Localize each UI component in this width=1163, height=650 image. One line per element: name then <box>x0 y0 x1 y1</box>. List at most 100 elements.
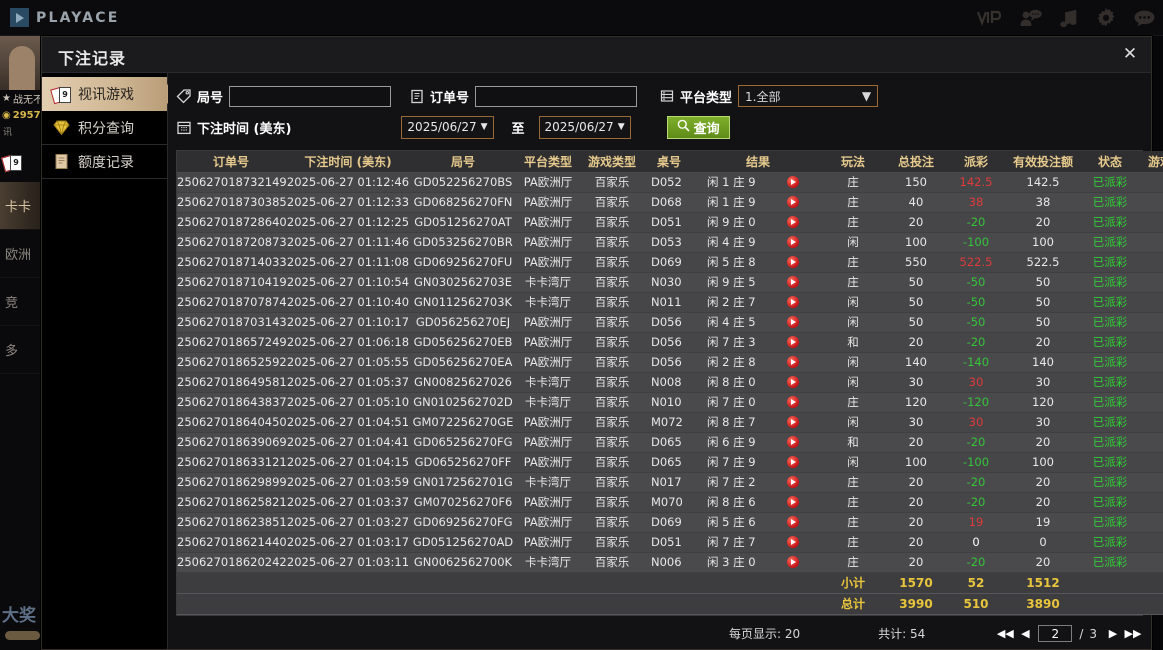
play-video-icon[interactable] <box>787 296 799 308</box>
play-video-icon[interactable] <box>787 516 799 528</box>
next-page-button[interactable]: ▶ <box>1108 627 1118 640</box>
col-time[interactable]: 下注时间 (美东) <box>285 151 411 173</box>
cell-payout: -20 <box>947 432 1005 453</box>
first-page-button[interactable]: ◀◀ <box>996 627 1014 640</box>
chat-bubble-icon[interactable] <box>1134 10 1155 27</box>
rail-promo[interactable]: 大奖 <box>0 606 44 640</box>
page-separator: / <box>1079 626 1084 641</box>
cell-round: GD065256270FG <box>411 432 515 453</box>
table-row[interactable]: 250627018649581 2025-06-27 01:05:37 GN0082… <box>177 372 1163 393</box>
round-input[interactable] <box>229 85 392 107</box>
order-input[interactable] <box>475 85 638 107</box>
col-mode[interactable]: 游戏模式 <box>1139 151 1163 173</box>
table-row[interactable]: 250627018657249 2025-06-27 01:06:18 GD0562… <box>177 332 1163 353</box>
cell-mode: - <box>1139 252 1163 273</box>
cell-state: 已派彩 <box>1081 512 1139 533</box>
play-video-icon[interactable] <box>787 556 799 568</box>
col-valid[interactable]: 有效投注额 <box>1005 151 1081 173</box>
col-payout[interactable]: 派彩 <box>947 151 1005 173</box>
cell-platform: PA欧洲厅 <box>515 412 581 433</box>
play-video-icon[interactable] <box>787 256 799 268</box>
table-row[interactable]: 250627018652592 2025-06-27 01:05:55 GD0562… <box>177 352 1163 373</box>
rail-cards-icon[interactable] <box>0 142 44 182</box>
cell-order: 250627018623851 <box>177 512 287 533</box>
cell-bet: 20 <box>885 332 947 353</box>
cell-game: 百家乐 <box>581 472 643 493</box>
cell-table: D052 <box>643 172 695 193</box>
play-video-icon[interactable] <box>787 436 799 448</box>
cell-payout: -20 <box>947 472 1005 493</box>
cell-result: 闲 7 庄 7 <box>695 532 821 553</box>
table-row[interactable]: 250627018732149 2025-06-27 01:12:46 GD0522… <box>177 172 1163 193</box>
page-number-input[interactable] <box>1038 625 1073 642</box>
table-row[interactable]: 250627018714033 2025-06-27 01:11:08 GD0692… <box>177 252 1163 273</box>
play-video-icon[interactable] <box>787 476 799 488</box>
play-video-icon[interactable] <box>787 276 799 288</box>
date-from-picker[interactable]: 2025/06/27 ▼ <box>401 115 494 139</box>
play-video-icon[interactable] <box>787 376 799 388</box>
rail-note[interactable]: 讯 <box>0 124 44 142</box>
play-video-icon[interactable] <box>787 316 799 328</box>
rail-item-0[interactable]: 卡卡 <box>0 182 44 230</box>
col-bet[interactable]: 总投注 <box>885 151 947 173</box>
table-row[interactable]: 250627018643837 2025-06-27 01:05:10 GN0102… <box>177 392 1163 413</box>
table-row[interactable]: 250627018728640 2025-06-27 01:12:25 GD0512… <box>177 212 1163 233</box>
cell-table: D069 <box>643 512 695 533</box>
col-game[interactable]: 游戏类型 <box>581 151 643 173</box>
sidebar-item-points-query[interactable]: 积分查询 <box>42 111 167 145</box>
gear-icon[interactable] <box>1096 8 1116 28</box>
table-row[interactable]: 250627018629899 2025-06-27 01:03:59 GN0172… <box>177 472 1163 493</box>
last-page-button[interactable]: ▶▶ <box>1124 627 1142 640</box>
table-row[interactable]: 250627018640450 2025-06-27 01:04:51 GM0722… <box>177 412 1163 433</box>
col-order[interactable]: 订单号 <box>177 151 285 173</box>
table-row[interactable]: 250627018621440 2025-06-27 01:03:17 GD0512… <box>177 532 1163 553</box>
table-row[interactable]: 250627018625821 2025-06-27 01:03:37 GM0702… <box>177 492 1163 513</box>
col-table[interactable]: 桌号 <box>643 151 695 173</box>
play-video-icon[interactable] <box>787 536 799 548</box>
play-video-icon[interactable] <box>787 176 799 188</box>
rail-item-2[interactable]: 竞 <box>0 278 44 326</box>
close-icon[interactable]: ✕ <box>1122 44 1138 64</box>
play-video-icon[interactable] <box>787 356 799 368</box>
play-video-icon[interactable] <box>787 216 799 228</box>
rail-item-3[interactable]: 多 <box>0 326 44 374</box>
table-row[interactable]: 250627018633121 2025-06-27 01:04:15 GD0652… <box>177 452 1163 473</box>
col-round[interactable]: 局号 <box>411 151 515 173</box>
table-row[interactable]: 250627018720873 2025-06-27 01:11:46 GD0532… <box>177 232 1163 253</box>
person-chat-icon[interactable] <box>1020 9 1042 27</box>
table-row[interactable]: 250627018707874 2025-06-27 01:10:40 GN0112… <box>177 292 1163 313</box>
chevron-down-icon: ▼ <box>480 122 488 132</box>
col-result[interactable]: 结果 <box>695 151 821 173</box>
vip-icon[interactable] <box>976 8 1002 28</box>
table-row[interactable]: 250627018623851 2025-06-27 01:03:27 GD0692… <box>177 512 1163 533</box>
rail-item-1[interactable]: 欧洲 <box>0 230 44 278</box>
cell-order: 250627018714033 <box>177 252 287 273</box>
rail-item-label: 卡卡 <box>5 200 32 215</box>
table-row[interactable]: 250627018730385 2025-06-27 01:12:33 GD0682… <box>177 192 1163 213</box>
play-video-icon[interactable] <box>787 236 799 248</box>
table-row[interactable]: 250627018639069 2025-06-27 01:04:41 GD0652… <box>177 432 1163 453</box>
col-state[interactable]: 状态 <box>1081 151 1139 173</box>
sidebar-item-video-games[interactable]: 视讯游戏 <box>42 77 176 111</box>
play-video-icon[interactable] <box>787 396 799 408</box>
table-row[interactable]: 250627018710419 2025-06-27 01:10:54 GN0302… <box>177 272 1163 293</box>
col-play[interactable]: 玩法 <box>821 151 885 173</box>
table-row[interactable]: 250627018620242 2025-06-27 01:03:11 GN0062… <box>177 552 1163 573</box>
brand-logo[interactable]: PLAYACE <box>0 8 120 27</box>
cell-time: 2025-06-27 01:05:55 <box>285 352 411 373</box>
date-to-picker[interactable]: 2025/06/27 ▼ <box>538 115 631 139</box>
play-video-icon[interactable] <box>787 456 799 468</box>
music-note-icon[interactable] <box>1060 9 1078 28</box>
cell-payout: -50 <box>947 312 1005 333</box>
play-video-icon[interactable] <box>787 496 799 508</box>
sidebar-item-credit-records[interactable]: 额度记录 <box>42 145 167 179</box>
play-video-icon[interactable] <box>787 416 799 428</box>
play-video-icon[interactable] <box>787 196 799 208</box>
table-row[interactable]: 250627018703143 2025-06-27 01:10:17 GD0562… <box>177 312 1163 333</box>
avatar[interactable] <box>0 36 44 90</box>
col-platform[interactable]: 平台类型 <box>515 151 581 173</box>
platform-select[interactable]: 1.全部 ▼ <box>738 85 879 107</box>
query-button[interactable]: 查询 <box>666 115 730 139</box>
prev-page-button[interactable]: ◀ <box>1021 627 1030 640</box>
play-video-icon[interactable] <box>787 336 799 348</box>
